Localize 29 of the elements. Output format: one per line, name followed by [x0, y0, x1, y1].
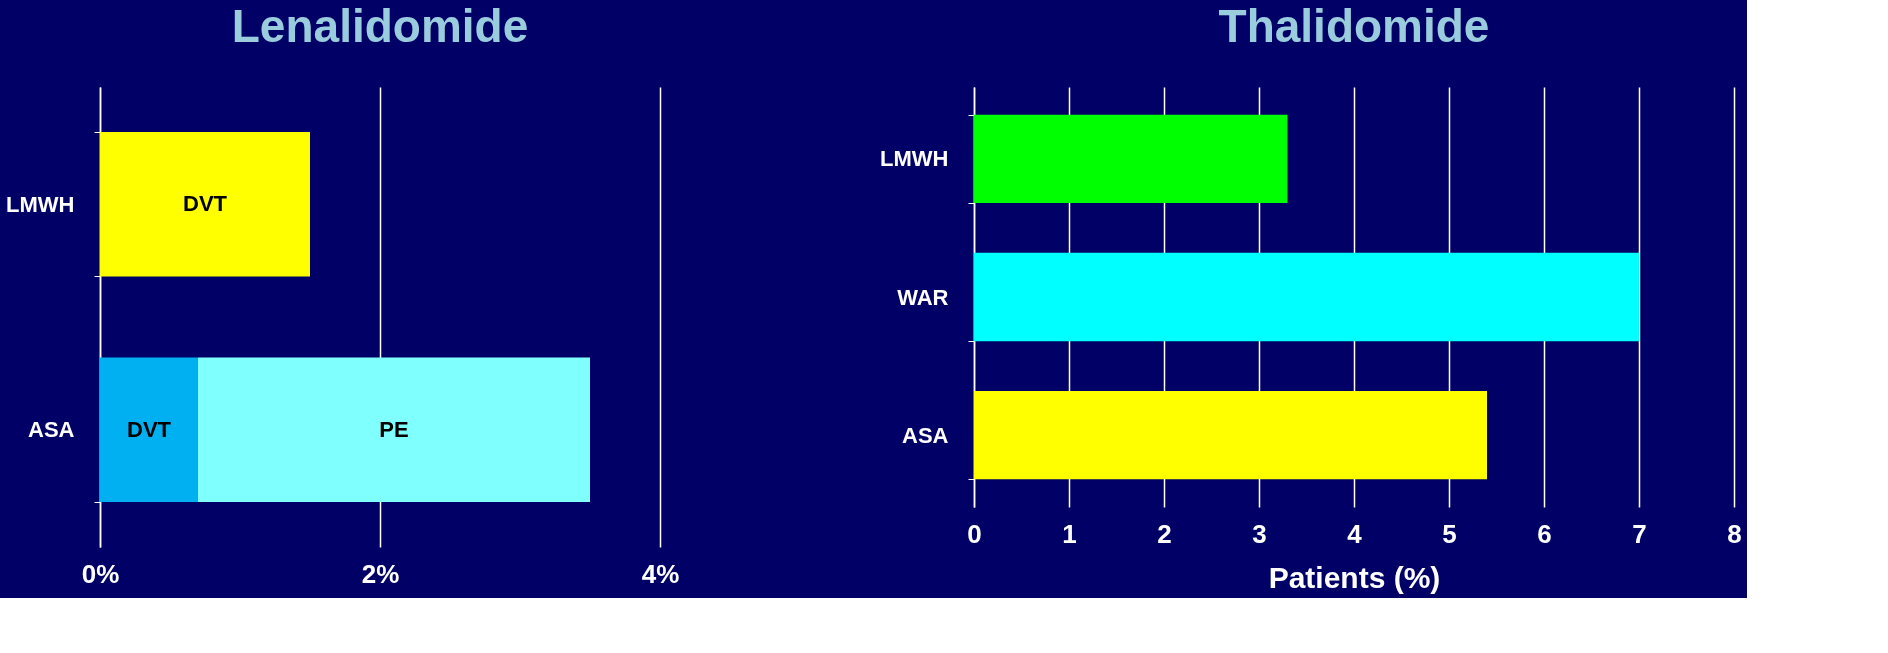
x-tick-label: 8 — [1727, 518, 1742, 549]
x-tick-label: 1 — [1062, 518, 1077, 549]
x-tick-label: 3 — [1252, 518, 1267, 549]
x-tick-label: 6 — [1537, 518, 1552, 549]
bar — [198, 357, 590, 502]
y-tick-label: ASA — [28, 417, 75, 443]
x-tick-label: 2 — [1157, 518, 1172, 549]
bar — [100, 132, 310, 277]
bar — [100, 357, 198, 502]
x-tick-label: 2% — [361, 558, 400, 589]
bar — [974, 114, 1288, 204]
text: DVT — [183, 191, 227, 217]
x-tick-label: 0% — [81, 558, 120, 589]
chart-title: Lenalidomide — [231, 0, 529, 52]
y-tick-label: LMWH — [6, 191, 75, 217]
x-tick-label: 5 — [1442, 518, 1457, 549]
chart-title: Thalidomide — [1218, 0, 1490, 52]
y-tick-label: ASA — [902, 422, 949, 448]
x-tick-label: 4 — [1347, 518, 1363, 549]
bar — [974, 252, 1639, 342]
x-tick-label: 4% — [641, 558, 680, 589]
x-tick-label: 7 — [1632, 518, 1647, 549]
series-label: PE — [379, 416, 409, 442]
y-tick-label: WAR — [897, 284, 949, 310]
series-label: DVT — [127, 416, 172, 442]
bar — [974, 390, 1487, 480]
x-tick-label: 0 — [967, 518, 982, 549]
x-axis-title: Patients (%) — [1268, 560, 1441, 594]
y-tick-label: LMWH — [880, 146, 949, 172]
